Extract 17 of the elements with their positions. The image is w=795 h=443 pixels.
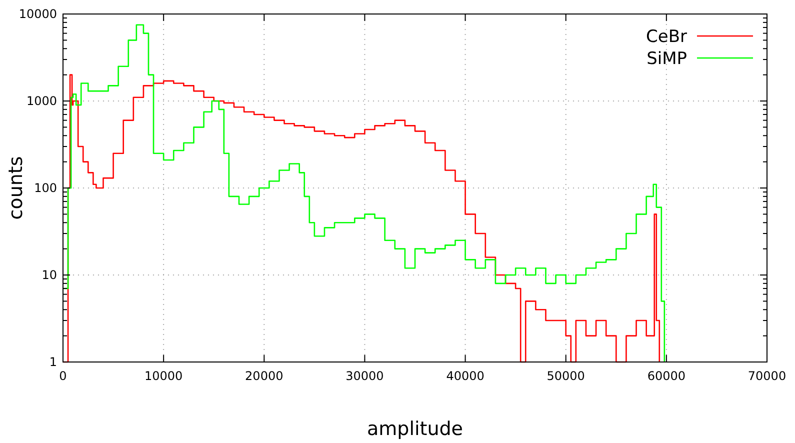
x-axis-title: amplitude [366,418,464,440]
x-tick-label: 20000 [245,369,284,383]
x-tick-label: 40000 [446,369,484,383]
y-axis-title: counts [5,156,27,220]
y-tick-label: 1000 [26,94,57,108]
x-tick-label: 10000 [144,369,183,383]
y-tick-label: 10 [42,268,57,282]
x-tick-label: 60000 [647,369,686,383]
y-tick-label: 10000 [18,7,57,21]
x-tick-label: 30000 [346,369,384,383]
legend-label: SiMP [646,49,687,69]
legend-label: CeBr [646,27,688,47]
y-tick-label: 100 [34,181,57,195]
x-tick-label: 70000 [748,369,786,383]
y-tick-label: 1 [49,355,57,369]
x-tick-label: 50000 [546,369,585,383]
x-tick-label: 0 [59,369,67,383]
